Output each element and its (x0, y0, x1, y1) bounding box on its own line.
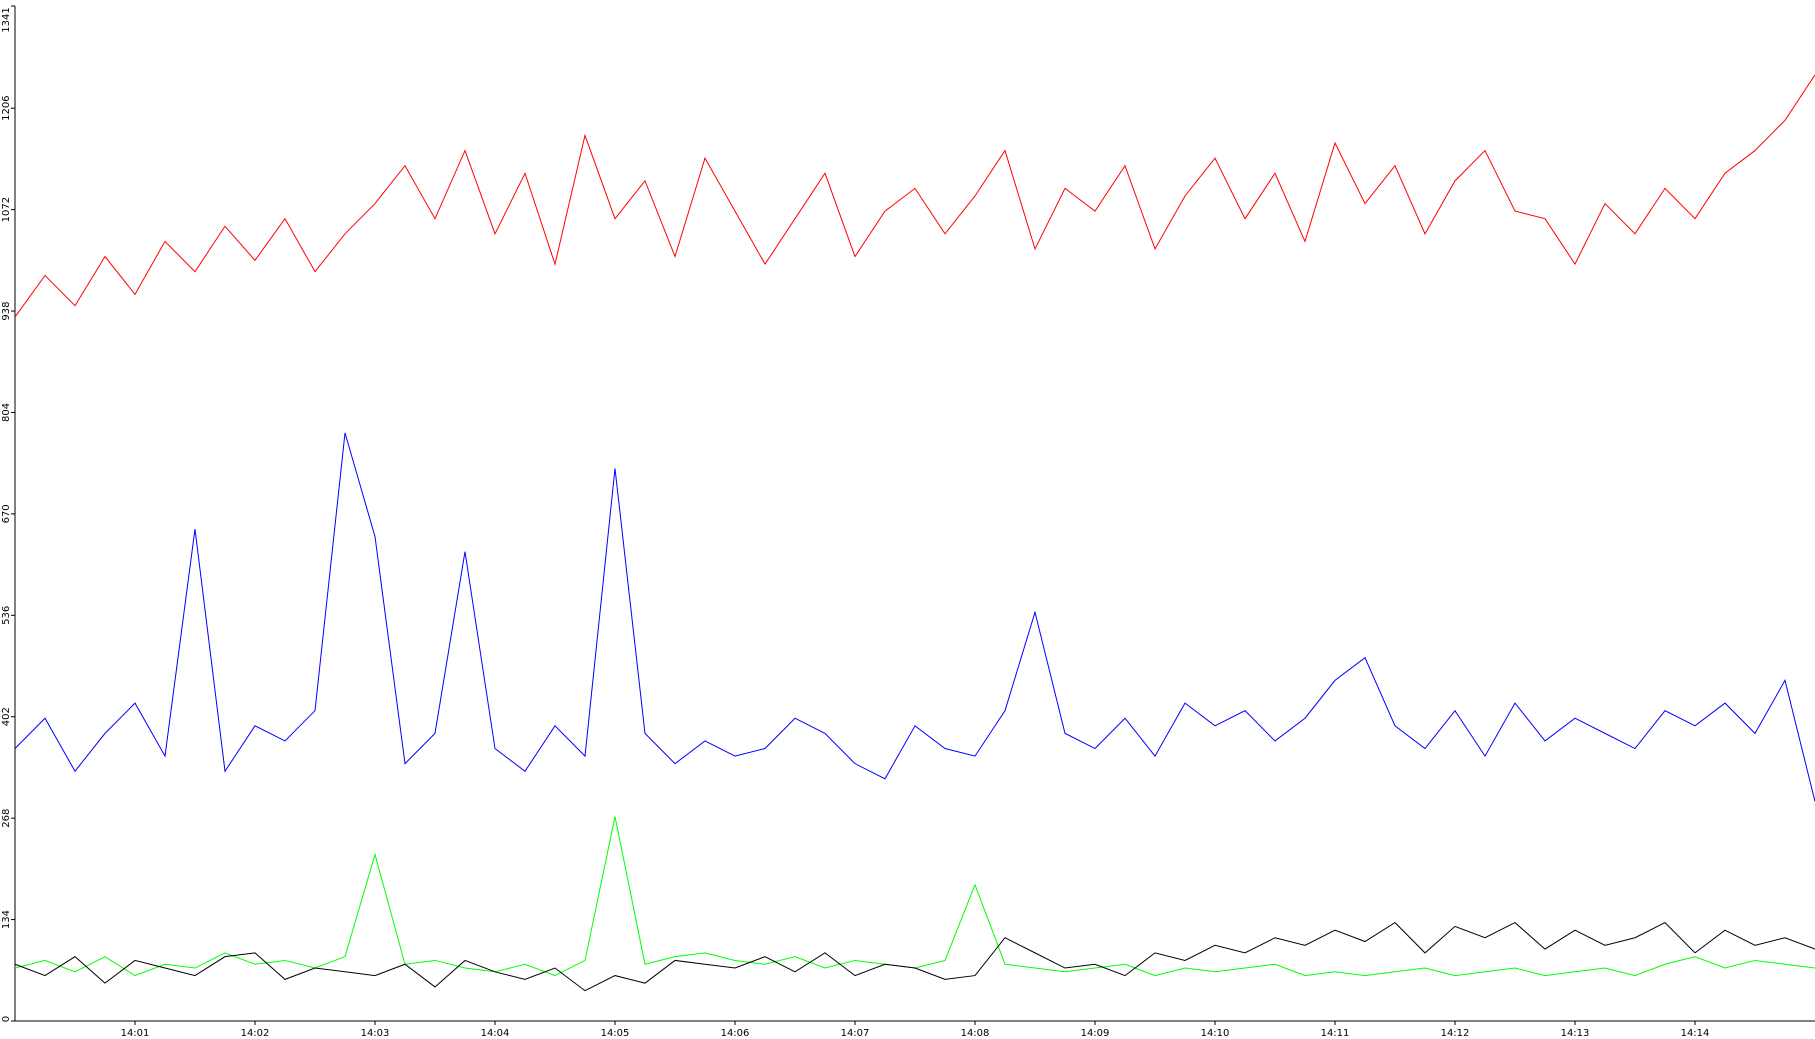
x-tick-label: 14:11 (1321, 1028, 1350, 1039)
y-tick-label: 0 (1, 1016, 12, 1022)
x-tick-label: 14:13 (1561, 1028, 1590, 1039)
x-tick-label: 14:12 (1441, 1028, 1470, 1039)
y-tick-label: 804 (1, 403, 12, 422)
x-tick-label: 14:09 (1081, 1028, 1110, 1039)
y-tick-label: 1341 (1, 7, 12, 32)
y-tick-label: 536 (1, 606, 12, 625)
y-tick-label: 938 (1, 301, 12, 320)
x-tick-label: 14:07 (841, 1028, 870, 1039)
series-line (14, 432, 1815, 802)
x-tick-label: 14:02 (241, 1028, 270, 1039)
series-line (14, 74, 1815, 318)
x-tick-label: 14:01 (121, 1028, 150, 1039)
x-tick-label: 14:10 (1201, 1028, 1230, 1039)
x-tick-label: 14:08 (961, 1028, 990, 1039)
y-tick-label: 670 (1, 504, 12, 523)
x-tick-label: 14:04 (481, 1028, 510, 1039)
x-tick-label: 14:05 (601, 1028, 630, 1039)
y-tick-label: 134 (1, 910, 12, 929)
y-tick-label: 268 (1, 809, 12, 828)
y-tick-label: 402 (1, 707, 12, 726)
x-tick-label: 14:14 (1681, 1028, 1710, 1039)
x-tick-label: 14:06 (721, 1028, 750, 1039)
x-tick-label: 14:03 (361, 1028, 390, 1039)
series-line (14, 921, 1815, 992)
y-tick-label: 1206 (1, 95, 12, 120)
y-tick-label: 1072 (1, 197, 12, 222)
